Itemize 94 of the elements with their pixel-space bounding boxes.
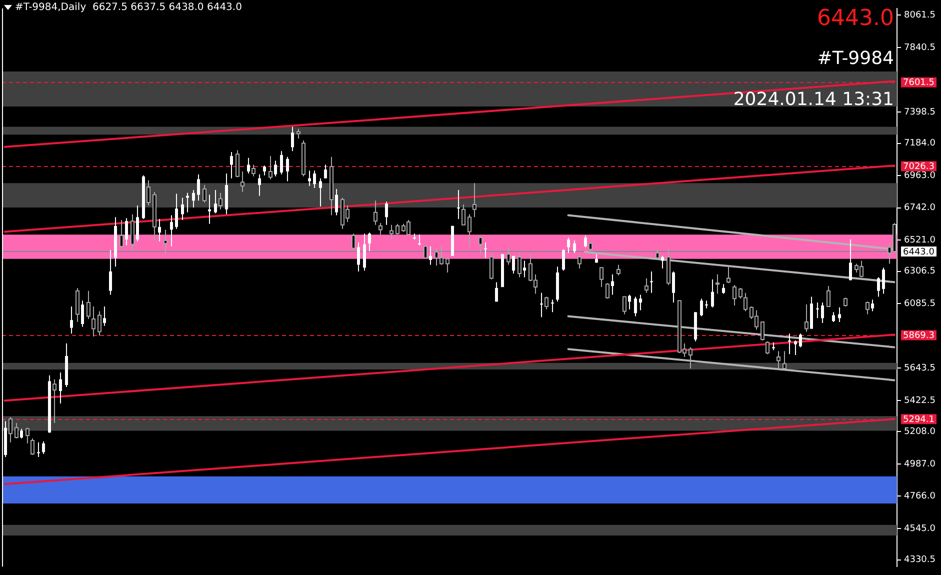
y-tick-label: 4545.0	[904, 524, 936, 534]
y-tick-label: 7840.5	[904, 42, 936, 53]
candlestick	[849, 238, 852, 281]
y-tick-label: 6742.0	[904, 203, 936, 214]
candlestick	[319, 178, 322, 207]
candlestick	[672, 270, 675, 304]
candlestick	[523, 260, 526, 278]
candlestick	[37, 442, 40, 458]
candlestick	[258, 174, 261, 196]
candlestick	[197, 174, 200, 202]
y-tick-label: 6521.0	[904, 235, 936, 246]
candlestick	[573, 240, 576, 254]
candlestick	[158, 218, 161, 242]
candlestick	[286, 156, 289, 182]
candlestick	[871, 299, 874, 312]
candlestick	[700, 298, 703, 317]
candlestick	[877, 276, 880, 298]
candlestick	[385, 201, 388, 226]
ref-line-label: 6443.0	[903, 247, 935, 258]
y-tick-label: 7184.0	[904, 138, 936, 149]
candlestick	[357, 242, 360, 272]
candlestick	[170, 214, 173, 247]
candlestick	[794, 340, 797, 356]
candlestick	[208, 194, 211, 224]
candlestick	[634, 296, 637, 317]
candlestick	[567, 237, 570, 254]
candlestick	[816, 302, 819, 319]
candlestick	[562, 248, 565, 272]
candlestick	[512, 255, 515, 274]
candlestick	[20, 428, 23, 439]
candlestick	[368, 232, 371, 252]
ref-line-label: 5869.3	[903, 331, 934, 342]
candlestick	[639, 294, 642, 311]
candlestick	[230, 152, 233, 179]
candlestick	[70, 306, 73, 334]
candlestick	[540, 292, 543, 318]
candlestick	[81, 300, 84, 328]
candlestick	[722, 284, 725, 294]
candlestick	[661, 255, 664, 270]
candlestick	[484, 242, 487, 258]
candlestick	[263, 165, 266, 176]
candlestick	[611, 274, 614, 296]
candlestick	[109, 250, 112, 296]
candlestick	[175, 193, 178, 230]
candlestick	[59, 372, 62, 404]
ref-line-label: 7026.3	[903, 162, 934, 172]
candlestick	[429, 246, 432, 266]
candlestick	[291, 126, 294, 152]
y-tick-label: 4766.0	[904, 492, 936, 502]
ref-line-label: 7601.5	[903, 78, 934, 88]
annotation: 6443.0	[817, 6, 894, 31]
candlestick	[551, 299, 554, 313]
y-tick-label: 5208.0	[904, 427, 936, 438]
candlestick	[335, 188, 338, 216]
y-tick-label: 5643.5	[904, 363, 936, 374]
candlestick	[650, 270, 653, 294]
candlestick	[247, 157, 250, 174]
candlestick	[136, 204, 139, 242]
y-tick-label: 7398.5	[904, 107, 936, 118]
candlestick	[42, 440, 45, 455]
candlestick	[799, 333, 802, 348]
candlestick	[838, 306, 841, 322]
y-tick-label: 8061.5	[904, 10, 936, 21]
ref-line-label: 5294.1	[903, 414, 934, 425]
candlestick	[125, 218, 128, 246]
y-tick-label: 6306.5	[904, 266, 936, 277]
annotation: #T-9984	[817, 48, 894, 69]
candlestick	[313, 170, 316, 188]
y-tick-label: 6085.5	[904, 298, 936, 309]
candlestick	[821, 302, 824, 324]
candlestick	[705, 300, 708, 309]
candlestick	[363, 233, 366, 272]
y-tick-label: 4987.0	[904, 459, 936, 470]
candlestick	[457, 189, 460, 220]
candlestick	[418, 234, 421, 246]
y-tick-label: 4330.5	[904, 555, 936, 566]
candlestick	[832, 312, 835, 322]
candlestick	[711, 278, 714, 308]
y-tick-label: 6963.0	[904, 170, 936, 181]
candlestick	[584, 235, 587, 248]
chart-title: #T-9984,Daily 6627.5 6637.5 6438.0 6443.0	[15, 2, 242, 13]
candlestick	[181, 197, 184, 221]
candlestick	[882, 267, 885, 294]
candlestick	[192, 189, 195, 208]
annotation: 2024.01.14 13:31	[733, 89, 894, 110]
candlestick	[280, 150, 283, 175]
candlestick	[495, 282, 498, 302]
y-tick-label: 5422.5	[904, 396, 936, 406]
candlestick	[103, 306, 106, 326]
candlestick	[628, 294, 631, 310]
candlestick	[788, 333, 791, 355]
candlestick	[324, 164, 327, 179]
candlestick	[214, 189, 217, 214]
candlestick	[274, 160, 277, 177]
